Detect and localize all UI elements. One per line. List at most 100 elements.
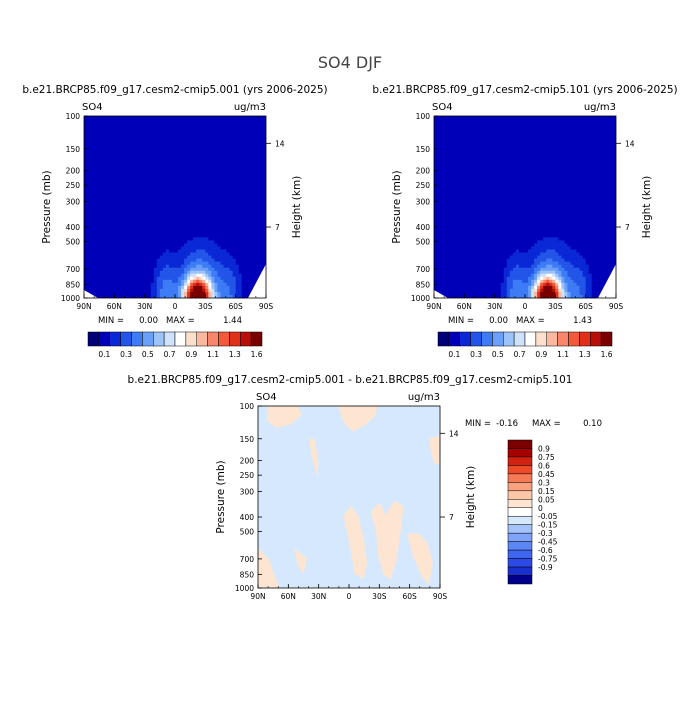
contour-cell <box>591 294 596 299</box>
contour-cell <box>570 273 574 278</box>
contour-cell <box>226 294 230 299</box>
contour-cell <box>193 273 197 278</box>
contour-cell <box>156 270 161 275</box>
contour-cell <box>193 285 197 290</box>
contour-cell <box>181 291 185 296</box>
min-label: MIN = <box>448 316 474 326</box>
contour-cell <box>531 237 535 241</box>
contour-cell <box>570 276 574 281</box>
contour-cell <box>184 264 188 268</box>
contour-cell <box>187 279 191 284</box>
terrain-mask-left <box>434 290 448 298</box>
contour-cell <box>214 246 218 250</box>
contour-cell <box>509 294 514 299</box>
contour-cell <box>512 258 517 262</box>
contour-cell <box>585 270 589 275</box>
contour-cell <box>187 264 191 268</box>
contour-cell <box>582 252 586 256</box>
contour-cell <box>190 246 194 250</box>
contour-cell <box>211 249 215 253</box>
contour-cell <box>546 273 550 278</box>
contour-cell <box>175 243 179 247</box>
contour-cell <box>232 252 236 256</box>
contour-cell <box>205 237 209 241</box>
contour-cell <box>588 261 593 265</box>
contour-cell <box>214 273 218 278</box>
contour-cell <box>217 261 221 265</box>
contour-cell <box>162 267 167 271</box>
contour-cell <box>561 258 565 262</box>
y-tick-label: 400 <box>66 223 81 232</box>
contour-cell <box>588 270 593 275</box>
contour-cell <box>217 267 221 271</box>
contour-cell <box>558 237 562 241</box>
contour-cell <box>576 267 580 271</box>
contour-cell <box>196 240 200 244</box>
contour-cell <box>591 291 596 296</box>
contour-cell <box>531 234 535 238</box>
contour-cell <box>558 267 562 271</box>
contour-cell <box>518 294 523 299</box>
contour-cell <box>217 234 221 238</box>
contour-cell <box>528 288 532 293</box>
contour-cell <box>184 234 188 238</box>
contour-cell <box>153 294 158 299</box>
contour-cell <box>525 267 529 271</box>
contour-cell <box>576 288 580 293</box>
contour-cell <box>226 282 230 287</box>
contour-cell <box>518 240 523 244</box>
colorbar-label: -0.9 <box>538 563 553 572</box>
contour-cell <box>171 294 176 299</box>
contour-cell <box>156 273 161 278</box>
contour-cell <box>567 285 571 290</box>
contour-cell <box>184 285 188 290</box>
contour-cell <box>528 249 532 253</box>
contour-cell <box>208 267 212 271</box>
contour-cell <box>558 285 562 290</box>
contour-cell <box>585 252 589 256</box>
contour-cell <box>555 282 559 287</box>
contour-cell <box>229 285 233 290</box>
contour-cell <box>202 270 206 275</box>
contour-cell <box>576 249 580 253</box>
contour-cell <box>579 240 583 244</box>
contour-cell <box>528 279 532 284</box>
contour-cell <box>518 282 523 287</box>
colorbar-swatch <box>470 331 482 347</box>
contour-cell <box>175 246 179 250</box>
contour-cell <box>588 264 593 268</box>
contour-cell <box>537 249 541 253</box>
contour-cell <box>156 249 161 253</box>
contour-cell <box>184 249 188 253</box>
contour-cell <box>196 276 200 281</box>
contour-cell <box>506 252 511 256</box>
contour-cell <box>181 264 185 268</box>
contour-cell <box>512 285 517 290</box>
contour-cell <box>241 273 246 278</box>
contour-cell <box>238 285 243 290</box>
contour-cell <box>591 288 596 293</box>
contour-cell <box>558 279 562 284</box>
contour-cell <box>555 249 559 253</box>
contour-cell <box>190 267 194 271</box>
contour-cell <box>214 279 218 284</box>
contour-cell <box>537 273 541 278</box>
contour-cell <box>181 285 185 290</box>
colorbar-label: 0.1 <box>448 350 460 359</box>
contour-cell <box>238 270 243 275</box>
contour-cell <box>528 291 532 296</box>
contour-cell <box>591 282 596 287</box>
contour-cell <box>208 228 212 232</box>
contour-cell <box>509 273 514 278</box>
contour-cell <box>214 276 218 281</box>
contour-cell <box>181 237 185 241</box>
contour-region <box>429 435 440 465</box>
contour-cell <box>552 285 556 290</box>
colorbar-label: 1.3 <box>229 350 241 359</box>
contour-cell <box>567 246 571 250</box>
contour-cell <box>232 261 236 265</box>
contour-cell <box>168 246 173 250</box>
contour-cell <box>202 228 206 232</box>
contour-cell <box>506 276 511 281</box>
contour-cell <box>534 279 538 284</box>
